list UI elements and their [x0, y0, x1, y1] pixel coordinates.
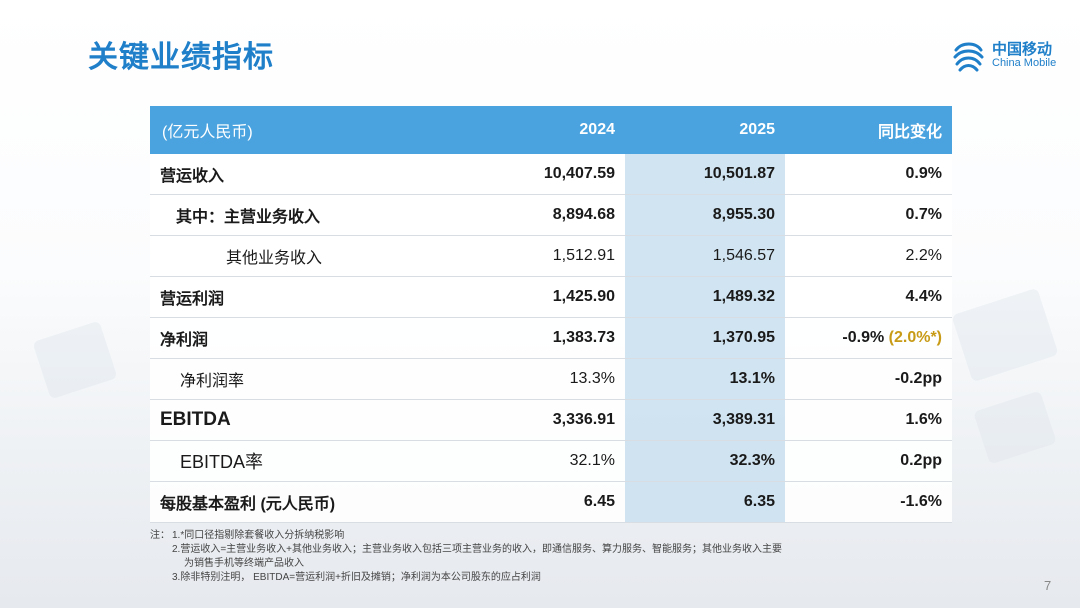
value-2024: 3,336.91 — [462, 399, 625, 441]
table-row: EBITDA 3,336.91 3,389.31 1.6% — [150, 399, 952, 441]
value-change: 4.4% — [785, 276, 952, 318]
row-label: 营运收入 — [150, 154, 462, 195]
value-2024: 8,894.68 — [462, 194, 625, 236]
footnote-3: 3.除非特别注明， EBITDA=营运利润+折旧及摊销；净利润为本公司股东的应占… — [172, 572, 541, 583]
value-2025: 6.35 — [625, 481, 785, 523]
row-label: 营运利润 — [150, 276, 462, 318]
footnote-line: 注： 1.*同口径指剔除套餐收入分拆纳税影响 — [150, 529, 782, 543]
value-change: -0.2pp — [785, 358, 952, 400]
value-2024: 1,425.90 — [462, 276, 625, 318]
change-comparable-value: (2.0%*) — [888, 329, 942, 346]
value-2025: 3,389.31 — [625, 399, 785, 441]
row-label: 其中：主营业务收入 — [150, 194, 462, 236]
table-row: 营运利润 1,425.90 1,489.32 4.4% — [150, 276, 952, 318]
table-row: 净利润率 13.3% 13.1% -0.2pp — [150, 358, 952, 400]
logo-text-cn: 中国移动 — [992, 41, 1053, 58]
page-number: 7 — [1044, 578, 1052, 593]
value-2024: 10,407.59 — [462, 154, 625, 195]
value-2025: 1,489.32 — [625, 276, 785, 318]
table-header-row: (亿元人民币) 2024 2025 同比变化 — [150, 106, 952, 154]
background-decoration — [32, 320, 118, 400]
row-label: 净利润 — [150, 317, 462, 359]
value-change: 0.7% — [785, 194, 952, 236]
value-change: 2.2% — [785, 235, 952, 277]
background-decoration — [973, 390, 1057, 465]
value-2024: 1,512.91 — [462, 235, 625, 277]
table-row: 营运收入 10,407.59 10,501.87 0.9% — [150, 154, 952, 195]
value-2025: 32.3% — [625, 440, 785, 482]
china-mobile-logo-icon — [953, 42, 984, 72]
kpi-table: (亿元人民币) 2024 2025 同比变化 营运收入 10,407.59 10… — [150, 106, 952, 523]
table-row: 每股基本盈利 (元人民币) 6.45 6.35 -1.6% — [150, 481, 952, 523]
header-2024: 2024 — [462, 106, 625, 154]
value-2025: 8,955.30 — [625, 194, 785, 236]
row-label: 每股基本盈利 (元人民币) — [150, 481, 462, 523]
logo-text-en: China Mobile — [992, 57, 1057, 69]
footnote-prefix: 注： — [150, 530, 170, 541]
change-value: -0.9% — [842, 329, 885, 346]
value-change: 0.9% — [785, 154, 952, 195]
row-label: 其他业务收入 — [150, 235, 462, 277]
table-row: 其中：主营业务收入 8,894.68 8,955.30 0.7% — [150, 194, 952, 236]
value-2024: 6.45 — [462, 481, 625, 523]
footnote-1: 1.*同口径指剔除套餐收入分拆纳税影响 — [172, 530, 345, 541]
row-label: EBITDA — [150, 399, 462, 441]
header-2025: 2025 — [625, 106, 785, 154]
value-2025: 10,501.87 — [625, 154, 785, 195]
footnotes: 注： 1.*同口径指剔除套餐收入分拆纳税影响 2.营运收入=主营业务收入+其他业务… — [150, 529, 782, 585]
value-change: 0.2pp — [785, 440, 952, 482]
value-change: -0.9% (2.0%*) — [785, 317, 952, 359]
row-label: 净利润率 — [150, 358, 462, 400]
value-change: -1.6% — [785, 481, 952, 523]
header-unit: (亿元人民币) — [150, 106, 462, 154]
value-2024: 1,383.73 — [462, 317, 625, 359]
value-2025: 1,546.57 — [625, 235, 785, 277]
table-row: 净利润 1,383.73 1,370.95 -0.9% (2.0%*) — [150, 317, 952, 359]
footnote-2: 2.营运收入=主营业务收入+其他业务收入；主营业务收入包括三项主营业务的收入，即… — [172, 544, 783, 555]
value-2024: 32.1% — [462, 440, 625, 482]
row-label: EBITDA率 — [150, 440, 462, 482]
value-2025: 13.1% — [625, 358, 785, 400]
china-mobile-logo: 中国移动 China Mobile — [950, 36, 1065, 76]
header-yoy-change: 同比变化 — [785, 106, 952, 154]
value-change: 1.6% — [785, 399, 952, 441]
value-2025: 1,370.95 — [625, 317, 785, 359]
slide-title: 关键业绩指标 — [88, 41, 274, 74]
table-row: EBITDA率 32.1% 32.3% 0.2pp — [150, 440, 952, 482]
table-row: 其他业务收入 1,512.91 1,546.57 2.2% — [150, 235, 952, 277]
footnote-2-continued: 为销售手机等终端产品收入 — [184, 558, 304, 569]
background-decoration — [951, 287, 1059, 383]
value-2024: 13.3% — [462, 358, 625, 400]
